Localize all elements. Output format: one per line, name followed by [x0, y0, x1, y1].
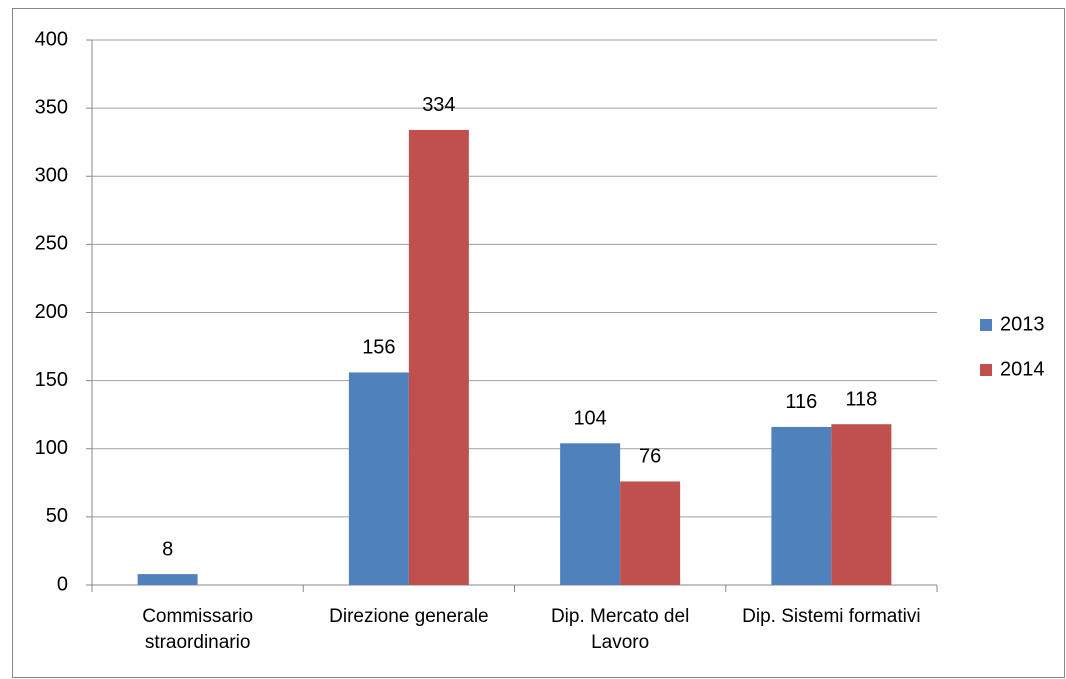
data-label: 76 — [639, 446, 661, 468]
chart-border — [12, 8, 1065, 678]
bar — [620, 481, 681, 585]
y-tick-label: 50 — [46, 505, 68, 527]
data-label: 104 — [573, 408, 606, 430]
y-tick-label: 100 — [35, 437, 68, 459]
data-label: 334 — [422, 94, 455, 116]
bar — [560, 443, 621, 585]
bar — [771, 426, 832, 585]
y-tick-label: 200 — [35, 301, 68, 323]
bar — [408, 129, 469, 586]
data-label: 118 — [845, 389, 877, 411]
x-tick-label: Direzione generale — [329, 606, 489, 627]
data-label: 156 — [362, 337, 395, 359]
data-label: 116 — [785, 391, 817, 413]
y-tick-label: 400 — [35, 28, 68, 50]
y-tick-label: 0 — [57, 573, 68, 595]
bar — [348, 372, 409, 585]
legend-label: 2014 — [1000, 358, 1045, 380]
y-tick-label: 150 — [35, 369, 68, 391]
bar — [831, 424, 892, 585]
bar — [137, 574, 198, 585]
x-tick-label: Dip. Sistemi formativi — [742, 606, 921, 627]
legend-swatch — [980, 319, 992, 331]
x-tick-label: Dip. Mercato del Lavoro — [550, 606, 690, 653]
y-tick-label: 300 — [35, 165, 68, 187]
legend-swatch — [980, 364, 992, 376]
data-label: 8 — [162, 538, 173, 560]
y-tick-label: 250 — [35, 233, 68, 255]
legend-label: 2013 — [1000, 313, 1045, 335]
x-tick-label: Commissario straordinario — [142, 606, 254, 653]
y-tick-label: 350 — [35, 96, 68, 118]
